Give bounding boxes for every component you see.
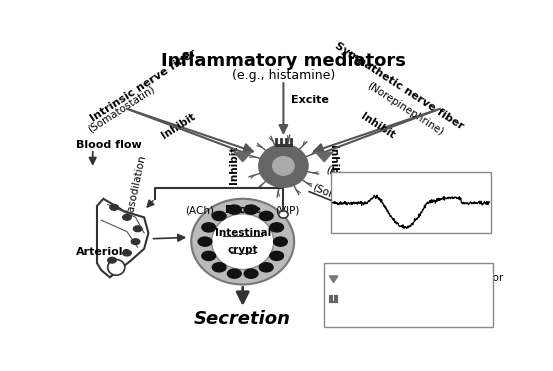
Circle shape: [244, 205, 258, 214]
Text: Intestinal: Intestinal: [215, 228, 271, 238]
Circle shape: [274, 237, 287, 246]
Circle shape: [108, 257, 116, 263]
Text: Intrinsic nerve fiber: Intrinsic nerve fiber: [88, 48, 198, 124]
Polygon shape: [234, 152, 251, 162]
Text: crypt: crypt: [227, 244, 258, 255]
Circle shape: [198, 237, 212, 246]
Text: (Somatostatin): (Somatostatin): [86, 83, 157, 134]
Ellipse shape: [279, 211, 288, 218]
Text: (Norepinephrine): (Norepinephrine): [324, 165, 410, 207]
Text: Arteriole: Arteriole: [76, 247, 131, 257]
Text: Inhibit: Inhibit: [359, 111, 397, 141]
Text: Inflammatory mediators: Inflammatory mediators: [161, 52, 406, 70]
Circle shape: [110, 204, 118, 210]
Ellipse shape: [212, 214, 274, 269]
Text: Inhibit: Inhibit: [160, 111, 197, 141]
Polygon shape: [329, 276, 338, 282]
Text: Excite: Excite: [225, 205, 260, 215]
Circle shape: [212, 263, 226, 272]
Text: Inhibit: Inhibit: [229, 145, 239, 184]
Circle shape: [202, 223, 216, 232]
Circle shape: [244, 269, 258, 278]
Text: IPSP: IPSP: [405, 217, 436, 230]
Circle shape: [259, 263, 273, 272]
Text: Secretion: Secretion: [194, 310, 291, 328]
Circle shape: [202, 251, 216, 260]
Ellipse shape: [273, 157, 294, 175]
Ellipse shape: [259, 144, 308, 187]
Text: (e.g., histamine): (e.g., histamine): [232, 69, 335, 82]
Circle shape: [123, 214, 131, 220]
Circle shape: [259, 211, 273, 220]
Circle shape: [123, 250, 131, 256]
FancyBboxPatch shape: [331, 172, 491, 233]
Text: (Norepinephrine): (Norepinephrine): [365, 81, 445, 137]
Circle shape: [131, 239, 140, 244]
Circle shape: [270, 251, 284, 260]
Text: Presynaptic inhibitory receptor: Presynaptic inhibitory receptor: [342, 273, 503, 283]
Circle shape: [133, 226, 142, 232]
Circle shape: [227, 205, 241, 214]
Text: Sympathetic nerve fiber: Sympathetic nerve fiber: [333, 40, 465, 131]
Text: (Somatostatin): (Somatostatin): [311, 183, 387, 221]
Ellipse shape: [191, 199, 294, 285]
Text: Inhibit: Inhibit: [328, 145, 338, 184]
FancyBboxPatch shape: [324, 263, 493, 327]
Circle shape: [227, 269, 241, 278]
Text: Excite: Excite: [291, 95, 329, 105]
Ellipse shape: [108, 259, 125, 275]
Text: Somal excitatory receptor: Somal excitatory receptor: [342, 294, 478, 304]
Text: Vasodilation: Vasodilation: [126, 154, 148, 218]
Polygon shape: [316, 152, 333, 162]
Text: (ACh): (ACh): [185, 205, 215, 215]
Text: Blood flow: Blood flow: [76, 139, 142, 150]
Circle shape: [212, 211, 226, 220]
Text: (VIP): (VIP): [275, 205, 300, 215]
Polygon shape: [97, 199, 148, 278]
Circle shape: [270, 223, 284, 232]
